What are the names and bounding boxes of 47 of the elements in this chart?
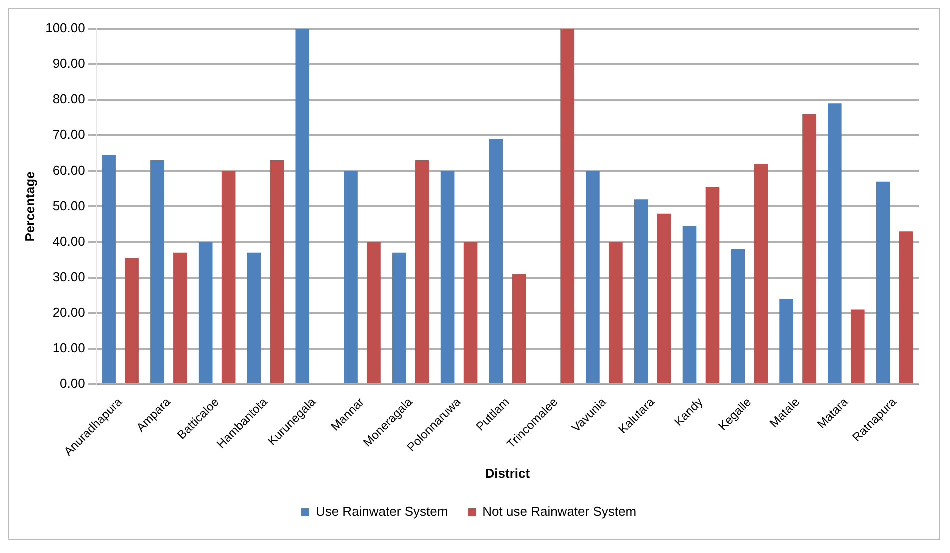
bar xyxy=(174,252,188,384)
bar xyxy=(489,139,504,384)
y-tick-label: 90.00 xyxy=(52,56,86,72)
y-tick-label: 0.00 xyxy=(60,376,86,392)
bar xyxy=(899,232,914,384)
bar xyxy=(682,226,697,384)
bar xyxy=(367,242,381,384)
y-tick-label: 60.00 xyxy=(52,162,86,178)
legend-label: Not use Rainwater System xyxy=(482,504,637,520)
bar xyxy=(802,114,816,384)
bar xyxy=(125,258,139,384)
legend-label: Use Rainwater System xyxy=(316,504,448,520)
y-tick-label: 50.00 xyxy=(52,198,86,214)
x-axis-title: District xyxy=(485,466,531,481)
bar xyxy=(634,200,648,384)
y-tick-label: 10.00 xyxy=(52,340,86,356)
bar xyxy=(754,164,768,384)
bar xyxy=(102,155,116,384)
bar xyxy=(586,171,600,384)
bar xyxy=(706,187,720,384)
bar xyxy=(464,242,478,384)
y-tick-label: 70.00 xyxy=(52,127,86,142)
bar xyxy=(780,299,794,384)
bar xyxy=(828,104,842,384)
bar xyxy=(609,242,623,384)
bar xyxy=(222,171,236,384)
bar xyxy=(198,242,213,384)
bar xyxy=(344,171,358,384)
bar xyxy=(731,249,746,384)
bar xyxy=(392,252,406,384)
bar xyxy=(150,160,164,384)
y-tick-label: 80.00 xyxy=(52,92,86,107)
bar xyxy=(247,252,262,384)
bar xyxy=(270,160,284,384)
bar xyxy=(876,182,890,384)
bar xyxy=(296,29,310,384)
bar xyxy=(560,29,574,384)
y-tick-label: 30.00 xyxy=(52,269,86,284)
y-tick-label: 100.00 xyxy=(46,20,86,36)
bar xyxy=(851,310,865,384)
bar xyxy=(440,171,455,384)
y-tick-label: 40.00 xyxy=(52,234,86,249)
y-axis-title: Percentage xyxy=(22,172,38,242)
bar xyxy=(512,274,526,384)
bar xyxy=(657,214,672,384)
y-tick-label: 20.00 xyxy=(52,304,86,320)
bar xyxy=(415,160,430,384)
